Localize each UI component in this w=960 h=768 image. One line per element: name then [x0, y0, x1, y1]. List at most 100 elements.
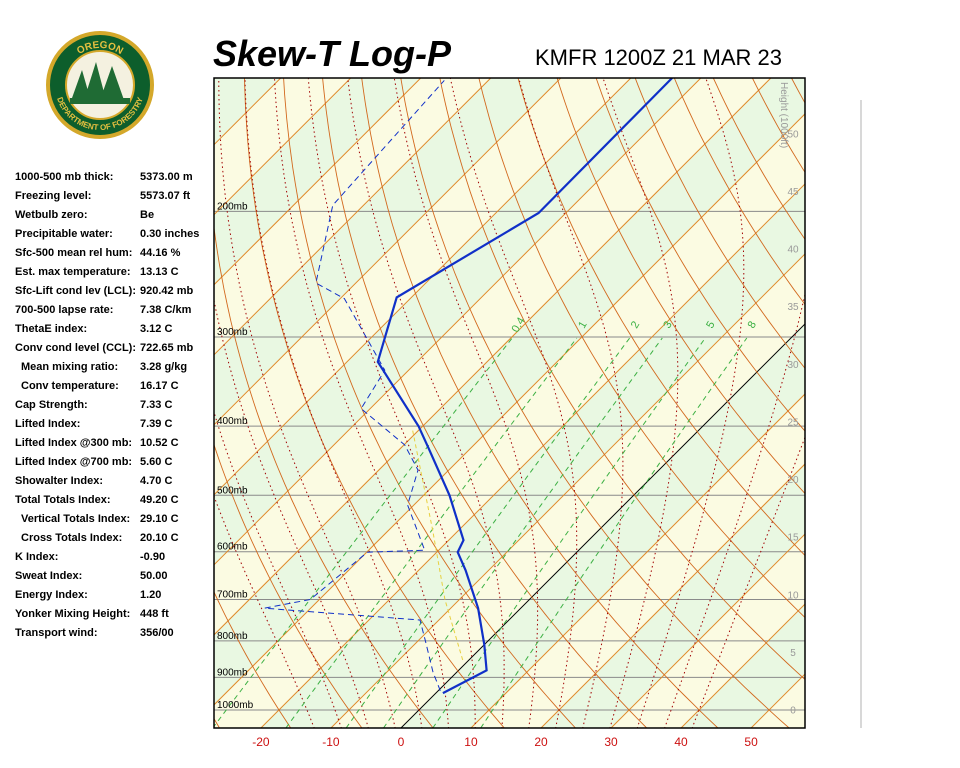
stat-value: 920.42 mb [140, 285, 193, 297]
stat-label: 1000-500 mb thick: [15, 171, 113, 183]
stat-value: 3.12 C [140, 323, 172, 335]
y-tick-label: 800mb [217, 631, 248, 642]
stat-value: 49.20 C [140, 494, 179, 506]
dry-adiabat [214, 224, 434, 728]
x-tick-label: 30 [604, 735, 618, 749]
stat-label: 700-500 lapse rate: [15, 304, 113, 316]
x-tick-label: 10 [464, 735, 478, 749]
logo-ground [70, 98, 130, 104]
x-tick-label: 0 [398, 735, 405, 749]
mixing-ratio-line [432, 337, 706, 728]
stat-label: Precipitable water: [15, 228, 113, 240]
x-tick-label: 40 [674, 735, 688, 749]
y-tick-label: 400mb [217, 416, 248, 427]
logo-top: OREGON [75, 40, 125, 57]
dry-adiabat [439, 78, 805, 681]
stat-label: Vertical Totals Index: [21, 513, 130, 525]
dry-adiabat [712, 78, 805, 241]
y-tick-label: 300mb [217, 327, 248, 338]
dry-adiabat [400, 78, 790, 728]
stat-label: Cross Totals Index: [21, 532, 122, 544]
stat-value: 7.38 C/km [140, 304, 192, 316]
stat-value: 722.65 mb [140, 342, 193, 354]
chart-subtitle: KMFR 1200Z 21 MAR 23 [535, 45, 782, 70]
chart-title: Skew-T Log-P [213, 33, 452, 74]
y-tick-label: 700mb [217, 589, 248, 600]
isotherm [821, 78, 960, 728]
isotherm [330, 253, 805, 728]
stat-value: 0.30 inches [140, 228, 199, 240]
stat-value: Be [140, 209, 154, 221]
dry-adiabat [870, 78, 960, 728]
isotherm [214, 78, 702, 566]
stat-label: Energy Index: [15, 589, 88, 601]
dry-adiabat [322, 78, 648, 728]
height-tick-label: 20 [787, 475, 799, 486]
stat-value: 5.60 C [140, 456, 172, 468]
isotherm [400, 323, 805, 728]
mixing-ratio-line [383, 337, 663, 728]
stat-value: 7.33 C [140, 399, 172, 411]
stat-value: 50.00 [140, 570, 168, 582]
dewpoint-line [264, 80, 445, 691]
stat-label: Conv cond level (CCL): [15, 342, 136, 354]
stat-label: Wetbulb zero: [15, 209, 88, 221]
moist-adiabat [449, 78, 578, 728]
stat-label: Sweat Index: [15, 570, 82, 582]
dry-adiabat [361, 78, 719, 728]
mixing-ratio-label: 8 [746, 319, 759, 330]
dry-adiabat [556, 78, 805, 495]
dry-adiabat [791, 78, 805, 104]
dry-adiabat [244, 78, 505, 728]
dry-adiabat [214, 590, 292, 728]
stat-label: Yonker Mixing Height: [15, 608, 130, 620]
dry-adiabat [595, 78, 805, 432]
height-tick-label: 40 [787, 245, 799, 256]
height-tick-label: 50 [787, 129, 799, 140]
height-tick-label: 35 [787, 302, 799, 313]
y-tick-label: 1000mb [217, 700, 254, 711]
stat-label: Cap Strength: [15, 399, 88, 411]
stat-value: 1.20 [140, 589, 161, 601]
stat-label: K Index: [15, 551, 58, 563]
height-tick-label: 30 [787, 360, 799, 371]
plot-frame [213, 77, 806, 729]
y-tick-label: 900mb [217, 667, 248, 678]
dry-adiabat [214, 443, 363, 728]
dry-adiabat [283, 78, 576, 728]
y-tick-label: 600mb [217, 542, 248, 553]
mixing-ratio-label: 5 [704, 319, 717, 330]
stat-value: 20.10 C [140, 532, 179, 544]
isotherm [540, 463, 805, 728]
stat-label: Lifted Index @300 mb: [15, 437, 132, 449]
height-tick-label: 45 [787, 187, 799, 198]
mixing-ratio-label: 1 [576, 319, 589, 330]
moist-adiabat [518, 78, 624, 728]
moist-adiabat [347, 78, 505, 728]
stat-value: 7.39 C [140, 418, 172, 430]
temperature-line [376, 78, 673, 695]
moist-adiabat [636, 78, 745, 728]
y-tick-label: 500mb [217, 485, 248, 496]
isotherm [214, 78, 352, 216]
dry-adiabat [634, 78, 805, 369]
isotherm [260, 183, 805, 728]
stat-label: Sfc-500 mean rel hum: [15, 247, 132, 259]
height-axis-label: Height (1000ft) [778, 82, 789, 148]
moist-adiabat [602, 78, 679, 728]
stat-value: 3.28 g/kg [140, 361, 187, 373]
mixing-ratio-line [214, 337, 513, 727]
stat-label: Lifted Index @700 mb: [15, 456, 132, 468]
stats-panel: 1000-500 mb thick: 5373.00 m Freezing leve… [15, 171, 199, 639]
stat-label: Est. max temperature: [15, 266, 131, 278]
moist-adiabat [307, 78, 476, 728]
dry-adiabat [831, 78, 960, 728]
isotherm-band [214, 78, 805, 705]
isotherm [470, 393, 805, 728]
x-tick-label: -20 [252, 735, 270, 749]
stat-value: 10.52 C [140, 437, 179, 449]
dry-adiabat [478, 78, 805, 619]
parcel-line [411, 427, 464, 661]
logo: OREGON DEPARTMENT OF FORESTRY [46, 31, 154, 139]
